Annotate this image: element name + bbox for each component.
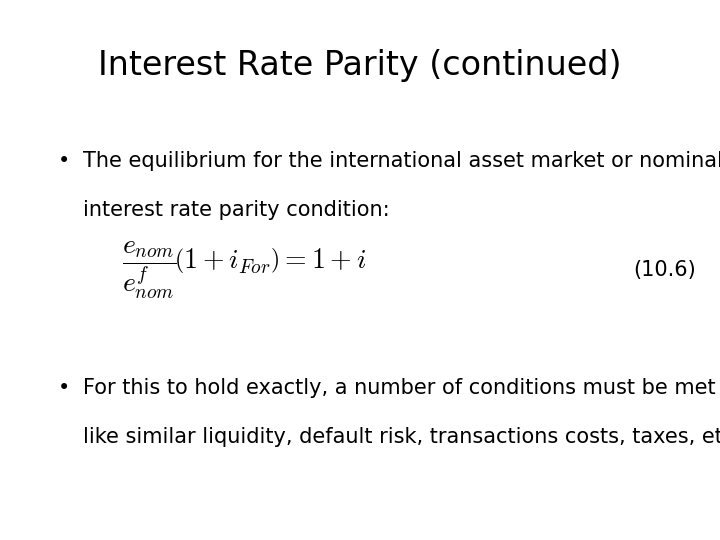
Text: For this to hold exactly, a number of conditions must be met: For this to hold exactly, a number of co… [83,378,716,398]
Text: •: • [58,378,70,398]
Text: (10.6): (10.6) [634,260,696,280]
Text: $\dfrac{e_{nom}}{e^{f}_{nom}}\!\left(1+i_{For}\right)=1+i$: $\dfrac{e_{nom}}{e^{f}_{nom}}\!\left(1+i… [122,239,367,301]
Text: Interest Rate Parity (continued): Interest Rate Parity (continued) [98,49,622,82]
Text: interest rate parity condition:: interest rate parity condition: [83,200,390,220]
Text: •: • [58,151,70,171]
Text: like similar liquidity, default risk, transactions costs, taxes, etc.: like similar liquidity, default risk, tr… [83,427,720,447]
Text: The equilibrium for the international asset market or nominal: The equilibrium for the international as… [83,151,720,171]
